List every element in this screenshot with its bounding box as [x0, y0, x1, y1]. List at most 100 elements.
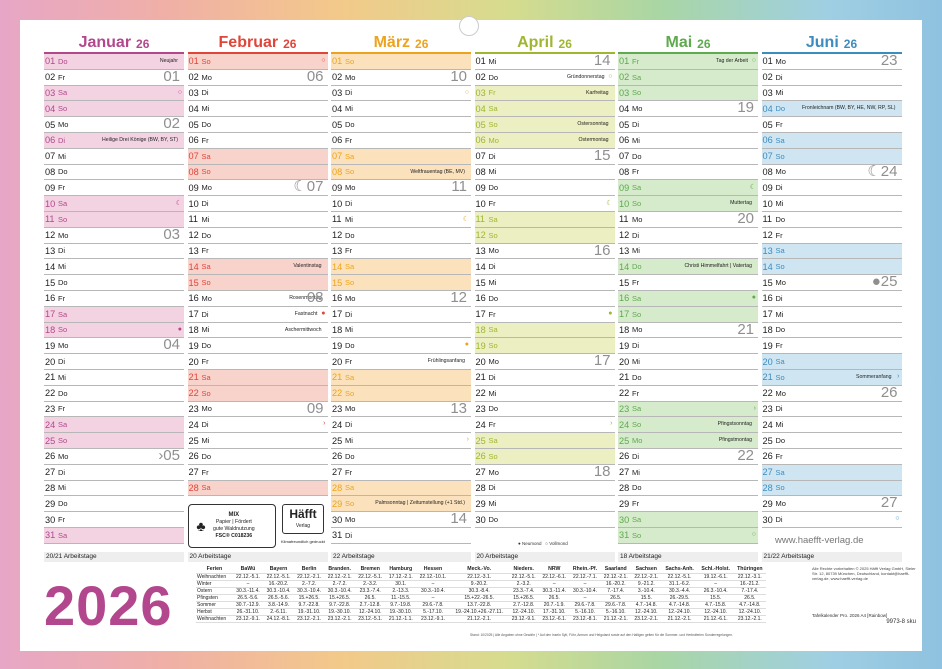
day-row[interactable]: 20 Fr [187, 354, 328, 370]
day-row[interactable]: 11 Mo 20 [618, 210, 758, 228]
day-row[interactable]: 27 Fr [331, 465, 471, 481]
day-row[interactable]: 31 Di [331, 528, 471, 544]
day-row[interactable]: 03 So [618, 85, 758, 102]
day-row[interactable]: 16 Fr [44, 291, 184, 307]
day-row[interactable]: 20 Di [44, 354, 184, 370]
day-row[interactable]: 26 Fr [761, 449, 902, 465]
day-row[interactable]: 18 So ● [44, 322, 184, 339]
day-row[interactable]: 04 Mi [187, 101, 328, 118]
day-row[interactable]: 09 Do [474, 180, 615, 197]
day-row[interactable]: 06 Fr [331, 133, 471, 149]
day-row[interactable]: 04 So [44, 101, 184, 118]
day-row[interactable]: 21 Do [618, 370, 758, 386]
day-row[interactable]: 10 Fr ☾ [474, 196, 615, 212]
day-row[interactable]: 26 Di 22 [618, 447, 758, 465]
day-row[interactable]: 17 Fr ● [474, 307, 615, 323]
day-row[interactable]: 10 Di [331, 196, 471, 212]
day-row[interactable]: 26 Do [331, 449, 471, 465]
day-row[interactable]: 12 So [474, 227, 615, 244]
day-row[interactable]: 24 Mi [761, 417, 902, 434]
day-row[interactable]: 14 Di [474, 259, 615, 276]
day-row[interactable]: 27 Mo 18 [474, 463, 615, 481]
day-row[interactable]: 03 Mi [761, 86, 902, 102]
day-row[interactable]: 23 Fr [44, 402, 184, 418]
day-row[interactable]: 11 Do [761, 212, 902, 228]
day-row[interactable]: 21 Sa [187, 369, 328, 386]
day-row[interactable]: 07 Mi [44, 149, 184, 165]
day-row[interactable]: 16 Do [474, 291, 615, 307]
day-row[interactable]: 06 Fr [187, 133, 328, 149]
day-row[interactable]: 18 Do [761, 323, 902, 339]
day-row[interactable]: 12 Mo 03 [44, 226, 184, 244]
day-row[interactable]: 19 Do ● [331, 338, 471, 355]
day-row[interactable]: 02 Mo 06 [187, 68, 328, 86]
day-row[interactable]: 06 Mi [618, 133, 758, 149]
day-row[interactable]: 12 Do [187, 228, 328, 244]
day-row[interactable]: 05 Fr [761, 117, 902, 133]
day-row[interactable]: 03 Di [187, 86, 328, 102]
day-row[interactable]: 01 Fr Tag der Arbeit ○ [618, 54, 758, 70]
day-row[interactable]: 16 Mo 12 [331, 289, 471, 307]
day-row[interactable]: 10 Di [187, 196, 328, 212]
day-row[interactable]: 14 So [761, 259, 902, 276]
day-row[interactable]: 18 Sa [474, 322, 615, 339]
day-row[interactable]: 03 Fr Karfreitag [474, 85, 615, 102]
day-row[interactable]: 27 Mi [618, 465, 758, 481]
day-row[interactable]: 20 Mi [618, 354, 758, 370]
day-row[interactable]: 15 So [187, 275, 328, 291]
day-row[interactable]: 04 Mo 19 [618, 99, 758, 118]
day-row[interactable]: 27 Sa [761, 464, 902, 481]
day-row[interactable]: 28 Mi [44, 481, 184, 497]
day-row[interactable]: 05 So Ostersonntag [474, 117, 615, 133]
day-row[interactable]: 16 Di [761, 291, 902, 307]
day-row[interactable]: 27 Fr [187, 465, 328, 481]
day-row[interactable]: 23 Mo 09 [187, 400, 328, 418]
day-row[interactable]: 28 Sa [187, 480, 328, 497]
day-row[interactable]: 29 So Palmsonntag | Zeitumstellung (+1 Std… [331, 496, 471, 513]
day-row[interactable]: 12 Di [618, 228, 758, 244]
day-row[interactable]: 14 Sa Valentinstag [187, 259, 328, 276]
day-row[interactable]: 14 Mi [44, 259, 184, 276]
day-row[interactable]: 18 Mo 21 [618, 321, 758, 339]
day-row[interactable]: 22 So [331, 385, 471, 402]
day-row[interactable]: 21 Di [474, 370, 615, 386]
day-row[interactable]: 08 Fr [618, 165, 758, 181]
day-row[interactable]: 29 Fr [618, 496, 758, 513]
day-row[interactable]: 13 Fr [187, 244, 328, 260]
day-row[interactable]: 06 Sa [761, 132, 902, 149]
day-row[interactable]: 01 Do Neujahr [44, 54, 184, 70]
day-row[interactable]: 17 Sa [44, 306, 184, 323]
day-row[interactable]: 26 So [474, 448, 615, 465]
day-row[interactable]: 22 So [187, 385, 328, 402]
day-row[interactable]: 11 Mi [187, 212, 328, 228]
day-row[interactable]: 01 Mo 23 [761, 52, 902, 70]
day-row[interactable]: 17 So [618, 306, 758, 323]
day-row[interactable]: 15 Mi [474, 275, 615, 291]
day-row[interactable]: 11 Mi ☾ [331, 212, 471, 228]
day-row[interactable]: 20 Mo 17 [474, 352, 615, 370]
day-row[interactable]: 17 Mi [761, 307, 902, 323]
day-row[interactable]: 26 Do [187, 449, 328, 465]
day-row[interactable]: 15 Fr [618, 275, 758, 291]
day-row[interactable]: 28 So [761, 480, 902, 497]
day-row[interactable]: 04 Mi [331, 101, 471, 118]
day-row[interactable]: 13 Fr [331, 244, 471, 260]
day-row[interactable]: 14 Do Christi Himmelfahrt | Vatertag [618, 259, 758, 276]
day-row[interactable]: 27 Di [44, 465, 184, 481]
day-row[interactable]: 18 Mi [331, 323, 471, 339]
day-row[interactable]: 10 So Muttertag [618, 196, 758, 212]
day-row[interactable]: 05 Di [618, 117, 758, 133]
day-row[interactable]: 09 Fr [44, 180, 184, 197]
day-row[interactable]: 26 Mo ›05 [44, 447, 184, 465]
day-row[interactable]: 01 So [331, 54, 471, 70]
day-row[interactable]: 31 So ○ [618, 527, 758, 544]
day-row[interactable]: 22 Do [44, 386, 184, 402]
day-row[interactable]: 30 Mo 14 [331, 510, 471, 528]
day-row[interactable]: 25 So [44, 433, 184, 449]
website-url[interactable]: www.haefft-verlag.de [775, 535, 864, 546]
day-row[interactable]: 19 Do [187, 338, 328, 355]
day-row[interactable]: 13 Mi [618, 244, 758, 260]
day-row[interactable]: 24 So Pfingstsonntag [618, 417, 758, 434]
day-row[interactable]: 19 Mo 04 [44, 336, 184, 355]
day-row[interactable]: 05 Do [331, 117, 471, 133]
